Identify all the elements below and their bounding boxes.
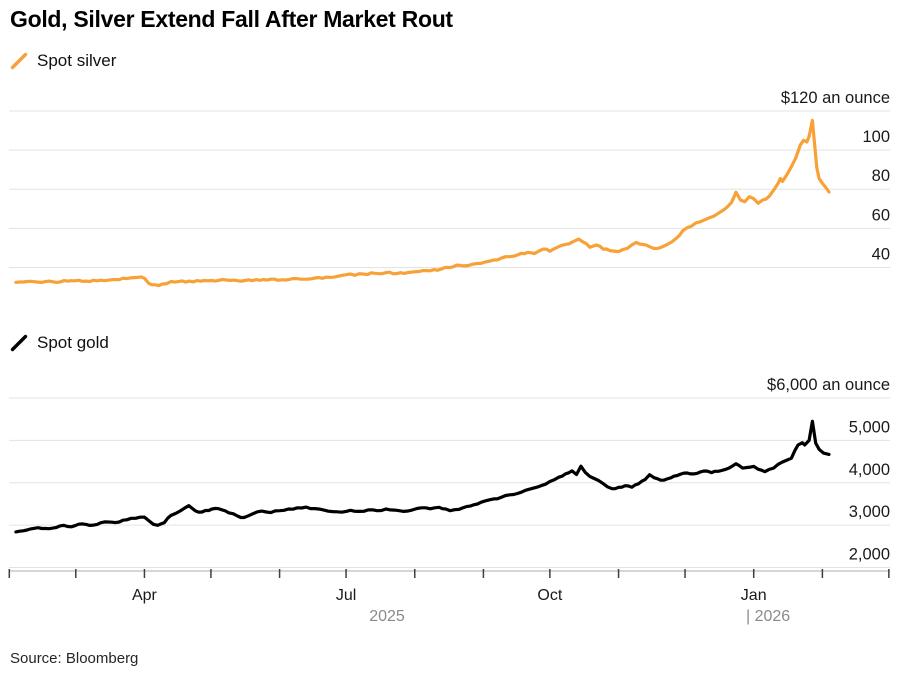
y-axis-label: 2,000 <box>849 546 890 564</box>
y-axis-label: 5,000 <box>849 418 890 436</box>
spot-silver-series-line <box>14 118 831 288</box>
gold-legend-label: Spot gold <box>37 333 109 352</box>
gold-legend: Spot gold <box>10 333 109 353</box>
y-axis-label: $6,000 an ounce <box>767 376 890 394</box>
y-axis-label: 3,000 <box>849 503 890 521</box>
x-year-label: | 2026 <box>746 608 790 625</box>
x-year-label: 2025 <box>369 608 405 625</box>
silver-chart: $120 an ounce 100 80 60 40 <box>9 89 890 288</box>
gold-line-icon-stroke <box>10 334 28 352</box>
silver-line-icon <box>10 52 28 70</box>
y-axis-label: 100 <box>862 128 890 146</box>
x-month-label: Jul <box>336 587 356 604</box>
x-month-label: Jan <box>741 587 767 604</box>
silver-legend: Spot silver <box>10 51 116 71</box>
x-month-label: Oct <box>537 587 562 604</box>
y-axis-label: 40 <box>872 245 890 263</box>
y-axis-label: $120 an ounce <box>781 89 890 107</box>
source-label: Source: Bloomberg <box>10 650 139 667</box>
gold-chart: $6,000 an ounce 5,000 4,000 3,000 2,000 Apr Ju… <box>8 376 890 625</box>
x-month-label: Apr <box>132 587 158 604</box>
y-axis-label: 60 <box>872 206 890 224</box>
gold-line-icon <box>10 334 28 352</box>
silver-line-icon-stroke <box>10 52 28 70</box>
y-axis-label: 80 <box>872 167 890 185</box>
spot-gold-series-line <box>14 419 831 534</box>
silver-legend-label: Spot silver <box>37 51 117 70</box>
page-title: Gold, Silver Extend Fall After Market Ro… <box>10 6 453 32</box>
y-axis-label: 4,000 <box>849 461 890 479</box>
